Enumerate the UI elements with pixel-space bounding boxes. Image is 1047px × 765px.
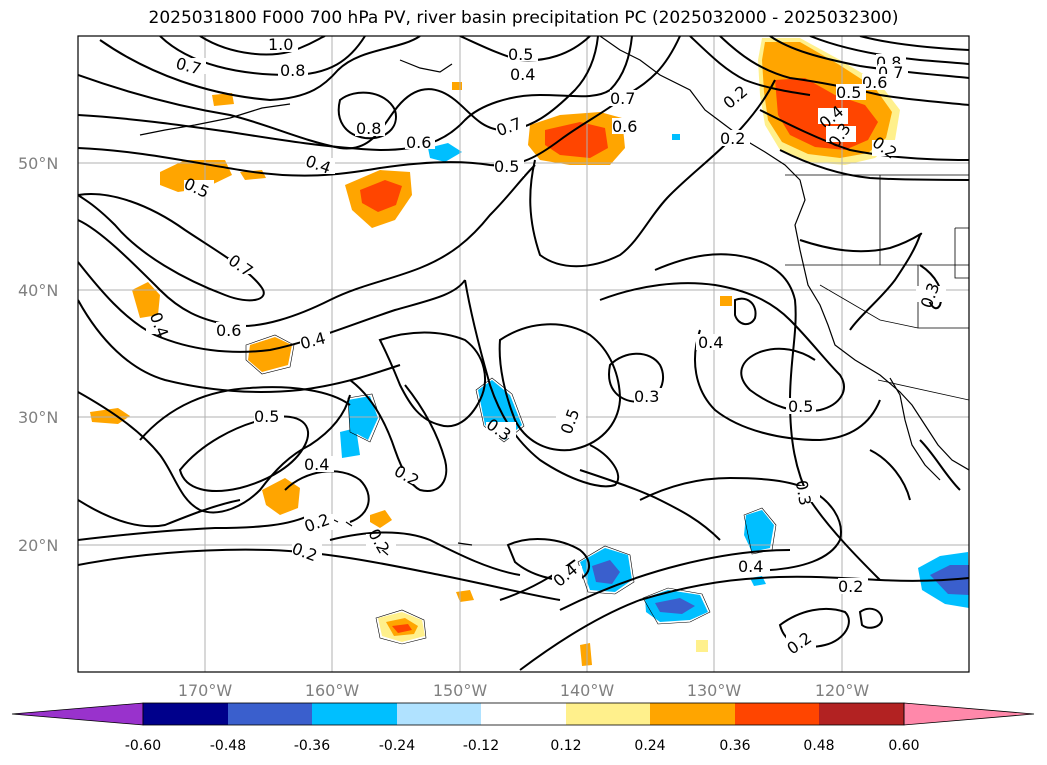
contour-label: 0.5 — [494, 157, 519, 176]
contour-label: 0.5 — [788, 397, 813, 416]
lon-label-140w: 140°W — [560, 681, 615, 700]
contour-label: 0.6 — [862, 73, 887, 92]
precip-blob-positive — [262, 478, 300, 515]
precip-blob-negative — [428, 143, 462, 162]
contour-label: 0.7 — [174, 54, 204, 79]
colorbar-segment — [481, 703, 566, 725]
contour-label: 0.2 — [719, 82, 751, 113]
precip-blob-positive — [160, 160, 232, 192]
colorbar: -0.60 -0.48 -0.36 -0.24 -0.12 0.12 0.24 … — [11, 702, 1035, 754]
colorbar-tick: 0.60 — [888, 738, 919, 754]
colorbar-tick: 0.12 — [550, 738, 581, 754]
precip-blob-positive — [370, 510, 392, 528]
coastline — [139, 103, 291, 136]
colorbar-tick: 0.24 — [634, 738, 665, 754]
lon-label-150w: 150°W — [433, 681, 488, 700]
colorbar-tick: 0.48 — [803, 738, 834, 754]
contour-label: 0.5 — [254, 407, 279, 426]
contour-label: 0.2 — [838, 577, 863, 596]
contour-label: 0.8 — [356, 119, 381, 138]
coastline — [889, 377, 941, 481]
lon-label-120w: 120°W — [815, 681, 870, 700]
coastlines — [139, 36, 969, 556]
precip-blob-positive — [720, 296, 732, 306]
colorbar-tick: -0.12 — [463, 738, 499, 754]
precip-blob-positive — [580, 643, 592, 666]
precip-blob-positive — [696, 640, 708, 652]
longitude-labels: 170°W 160°W 150°W 140°W 130°W 120°W — [178, 681, 870, 700]
precip-blob-negative — [672, 134, 680, 140]
colorbar-tick: -0.24 — [379, 738, 415, 754]
colorbar-extend-min — [11, 702, 144, 726]
lat-label-50n: 50°N — [18, 154, 58, 173]
colorbar-segment — [397, 703, 481, 725]
contour-label: 0.4 — [549, 560, 581, 591]
contour-label: 0.3 — [634, 387, 659, 406]
contour-label: 0.7 — [610, 89, 635, 108]
precip-blob-negative — [340, 428, 360, 458]
contour-label: 0.2 — [783, 628, 815, 658]
contour-label: 0.4 — [738, 557, 763, 576]
contour-label: 0.7 — [494, 114, 524, 141]
lon-label-160w: 160°W — [305, 681, 360, 700]
contour-label: 1.0 — [268, 35, 293, 54]
precip-blob-positive — [392, 624, 412, 633]
lon-label-130w: 130°W — [687, 681, 742, 700]
colorbar-extend-max — [903, 702, 1035, 726]
colorbar-tick: 0.36 — [719, 738, 750, 754]
coastline — [399, 59, 453, 73]
colorbar-segment — [228, 703, 312, 725]
colorbar-segment — [312, 703, 397, 725]
colorbar-segment — [566, 703, 650, 725]
contour-label: 0.2 — [302, 510, 332, 537]
contour-label: 0.2 — [391, 461, 423, 490]
state-border — [785, 174, 969, 401]
map-frame — [77, 35, 970, 673]
contour-label: 0.6 — [612, 117, 637, 136]
precip-blob-positive — [212, 93, 234, 106]
contour-label: 0.8 — [280, 61, 305, 80]
latitude-labels: 50°N 40°N 30°N 20°N — [18, 154, 58, 555]
contour-label: 0.4 — [698, 333, 723, 352]
colorbar-tick: -0.48 — [210, 738, 246, 754]
colorbar-tick: -0.36 — [294, 738, 330, 754]
precip-blob-negative — [744, 510, 774, 552]
coastline — [599, 36, 969, 471]
precip-blob-positive — [248, 337, 292, 372]
contour-label: 0.3 — [792, 479, 815, 507]
contour-label: 0.6 — [406, 133, 431, 152]
contour-label: 0.6 — [216, 321, 241, 340]
precip-blob-positive — [360, 180, 402, 212]
precip-blob-positive — [132, 282, 160, 318]
colorbar-segment — [143, 703, 228, 725]
precip-blob-positive — [90, 408, 130, 424]
contour-label: 0.2 — [364, 525, 393, 557]
contour-label: 0.5 — [557, 406, 584, 436]
colorbar-tick: -0.60 — [125, 738, 161, 754]
precip-blob-negative — [592, 560, 620, 584]
colorbar-segment — [819, 703, 904, 725]
lat-label-20n: 20°N — [18, 536, 58, 555]
contour-label: 0.5 — [508, 45, 533, 64]
precip-blob-positive — [456, 590, 474, 602]
contour-label: 0.4 — [304, 455, 329, 474]
coastline — [457, 542, 473, 546]
map-title: 2025031800 F000 700 hPa PV, river basin … — [148, 8, 899, 28]
lon-label-170w: 170°W — [178, 681, 233, 700]
contour-label: 0.2 — [289, 539, 319, 566]
shading-outlines — [245, 334, 777, 645]
contour-label: 0.4 — [510, 65, 535, 84]
lat-label-40n: 40°N — [18, 281, 58, 300]
pv-contours — [78, 36, 969, 671]
precip-blob-negative — [655, 598, 695, 614]
contour-label: 0.2 — [720, 129, 745, 148]
contour-label: 0.5 — [836, 83, 861, 102]
precip-blob-positive — [545, 122, 608, 158]
colorbar-segment — [650, 703, 735, 725]
lat-label-30n: 30°N — [18, 408, 58, 427]
colorbar-segment — [735, 703, 819, 725]
contour-label: 0.4 — [146, 310, 173, 340]
